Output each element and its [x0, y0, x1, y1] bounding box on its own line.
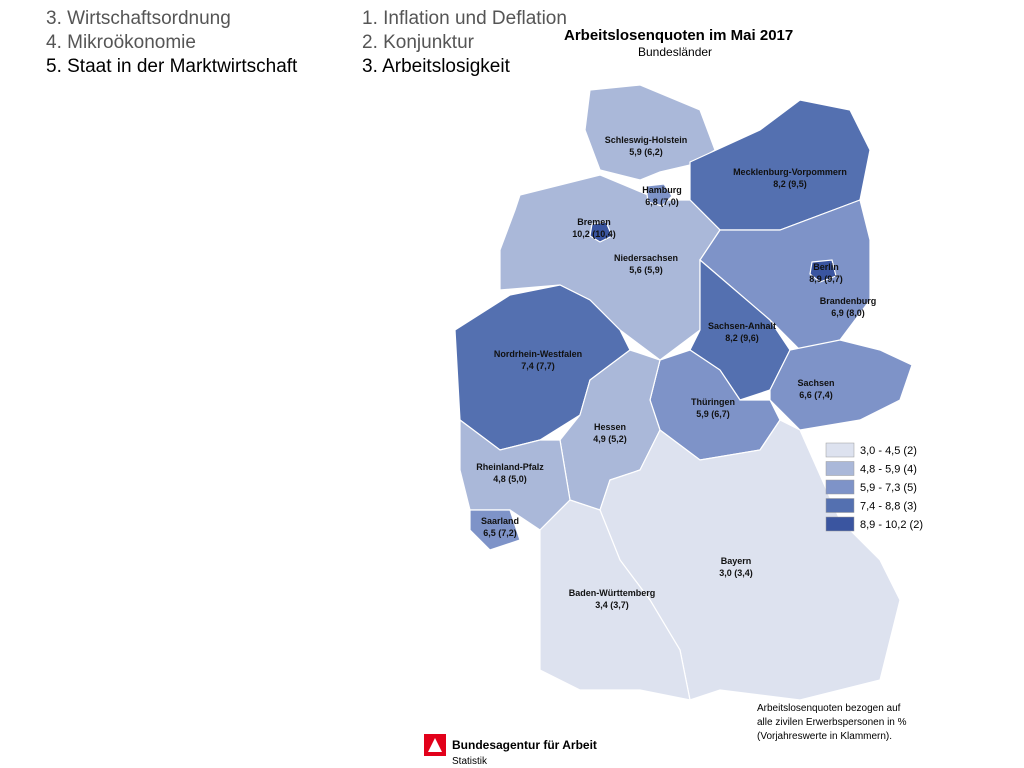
region	[769, 339, 913, 431]
region-name: Berlin	[813, 262, 839, 272]
nav-item[interactable]: 2. Konjunktur	[362, 32, 475, 53]
region	[645, 183, 673, 207]
legend-label: 4,8 - 5,9 (4)	[860, 464, 917, 476]
region-value: 4,8 (5,0)	[493, 474, 527, 484]
region-value: 3,0 (3,4)	[719, 568, 753, 578]
region-value: 5,9 (6,2)	[629, 147, 663, 157]
nav-item[interactable]: 1. Inflation und Deflation	[362, 8, 567, 29]
logo-sub: Statistik	[452, 756, 488, 767]
nav-item[interactable]: 4. Mikroökonomie	[46, 32, 196, 53]
region-name: Bremen	[577, 217, 611, 227]
legend-label: 7,4 - 8,8 (3)	[860, 501, 917, 513]
region-name: Niedersachsen	[614, 253, 678, 263]
logo-glyph	[428, 738, 442, 752]
legend-swatch	[825, 442, 855, 458]
region-name: Baden-Württemberg	[569, 588, 656, 598]
region-name: Sachsen-Anhalt	[708, 321, 776, 331]
region-value: 3,4 (3,7)	[595, 600, 629, 610]
region-value: 6,6 (7,4)	[799, 390, 833, 400]
region-value: 6,9 (8,0)	[831, 308, 865, 318]
legend: 3,0 - 4,5 (2) 4,8 - 5,9 (4) 5,9 - 7,3 (5) 7…	[825, 442, 923, 532]
region-value: 10,2 (10,4)	[572, 229, 616, 239]
legend-label: 5,9 - 7,3 (5)	[860, 482, 917, 494]
region-name: Mecklenburg-Vorpommern	[733, 167, 847, 177]
logo-name: Bundesagentur für Arbeit	[452, 738, 597, 752]
legend-swatch	[825, 461, 855, 476]
legend-swatch	[825, 498, 855, 513]
region-name: Rheinland-Pfalz	[476, 462, 544, 472]
map-subtitle: Bundesländer	[638, 45, 712, 59]
region-value: 7,4 (7,7)	[521, 361, 555, 371]
footnote: Arbeitslosenquoten bezogen auf	[757, 703, 901, 714]
region-value: 6,5 (7,2)	[483, 528, 517, 538]
legend-swatch	[825, 479, 855, 495]
region-value: 6,8 (7,0)	[645, 197, 679, 207]
legend-label: 3,0 - 4,5 (2)	[860, 445, 917, 457]
legend-swatch	[825, 516, 855, 532]
legend-label: 8,9 - 10,2 (2)	[860, 519, 923, 531]
logo: Bundesagentur für Arbeit Statistik	[424, 734, 597, 767]
region-value: 8,2 (9,5)	[773, 179, 807, 189]
region-name: Schleswig-Holstein	[605, 135, 688, 145]
region	[584, 84, 716, 181]
region-value: 5,9 (6,7)	[696, 409, 730, 419]
footnote: (Vorjahreswerte in Klammern).	[757, 731, 892, 742]
nav-item[interactable]: 5. Staat in der Marktwirtschaft	[46, 56, 298, 77]
region-value: 5,6 (5,9)	[629, 265, 663, 275]
region-name: Hessen	[594, 422, 626, 432]
region-name: Sachsen	[797, 378, 834, 388]
region-name: Thüringen	[691, 397, 735, 407]
region-value: 8,2 (9,6)	[725, 333, 759, 343]
region-name: Bayern	[721, 556, 752, 566]
region	[539, 499, 691, 701]
nav-item[interactable]: 3. Arbeitslosigkeit	[362, 56, 511, 77]
region-value: 8,9 (9,7)	[809, 274, 843, 284]
map-title: Arbeitslosenquoten im Mai 2017	[564, 27, 793, 44]
nav-item[interactable]: 3. Wirtschaftsordnung	[46, 8, 231, 29]
map	[454, 84, 913, 701]
region-labels: Schleswig-Holstein 5,9 (6,2) Mecklenburg…	[476, 135, 876, 610]
region-name: Nordrhein-Westfalen	[494, 349, 582, 359]
region	[589, 221, 613, 243]
region-value: 4,9 (5,2)	[593, 434, 627, 444]
footnote: alle zivilen Erwerbspersonen in %	[757, 717, 907, 728]
region-name: Brandenburg	[820, 296, 877, 306]
region	[469, 509, 521, 551]
region-name: Hamburg	[642, 185, 682, 195]
region	[809, 259, 837, 283]
region-name: Saarland	[481, 516, 519, 526]
